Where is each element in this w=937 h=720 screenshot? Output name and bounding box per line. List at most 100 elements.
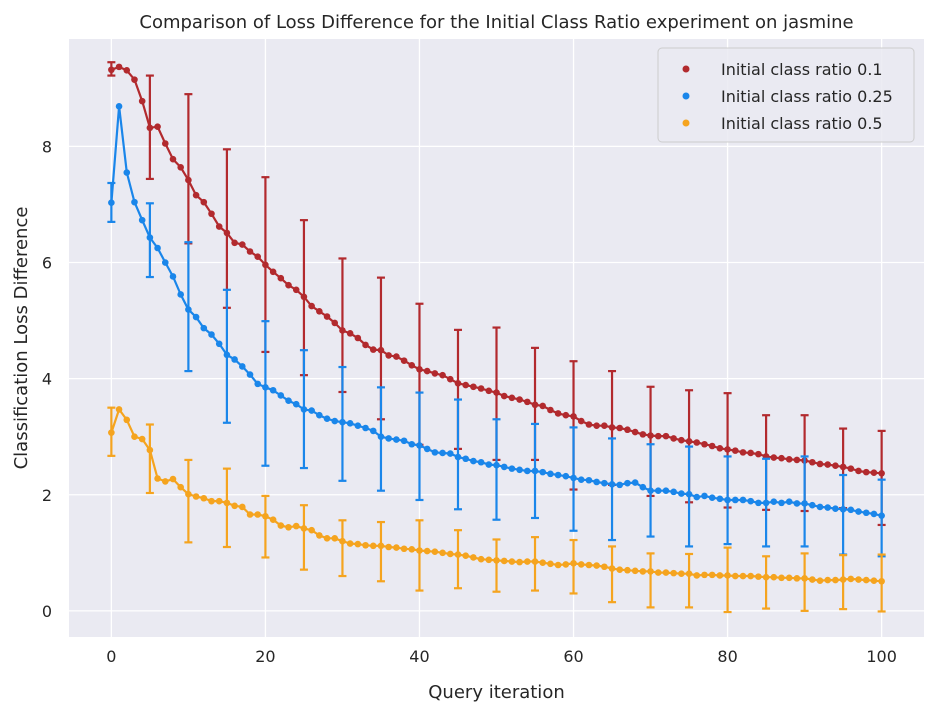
legend-label: Initial class ratio 0.5	[721, 114, 883, 133]
data-point	[508, 558, 516, 565]
data-point	[215, 340, 223, 348]
data-point	[262, 384, 269, 391]
series-2	[107, 103, 886, 558]
data-point	[839, 576, 847, 583]
x-axis-label: Query iteration	[428, 682, 564, 703]
data-point	[385, 543, 392, 551]
data-point	[200, 494, 208, 502]
data-point	[400, 357, 408, 364]
data-point	[146, 124, 154, 132]
tick-labels: 0 20 40 60 80 100 0 2 4 6 8	[42, 137, 897, 666]
data-point	[539, 468, 547, 476]
data-point	[724, 446, 731, 453]
data-point	[208, 497, 215, 505]
data-point	[616, 424, 624, 432]
data-point	[200, 324, 208, 332]
legend-items: Initial class ratio 0.1 Initial class rat…	[682, 60, 893, 133]
data-point	[161, 259, 169, 266]
data-point	[377, 346, 385, 354]
data-point	[508, 394, 516, 402]
data-point	[131, 198, 138, 206]
data-point	[731, 496, 739, 504]
series-3	[107, 406, 886, 614]
data-point	[624, 426, 631, 434]
data-point	[539, 402, 547, 410]
data-point	[785, 456, 793, 463]
data-point	[300, 525, 308, 532]
data-point	[154, 244, 161, 252]
data-point	[446, 550, 454, 558]
data-point	[215, 497, 223, 505]
data-point	[454, 453, 462, 461]
data-point	[269, 386, 277, 394]
data-point	[277, 274, 285, 282]
data-point	[824, 504, 832, 511]
data-point	[177, 291, 184, 298]
data-point	[570, 413, 577, 420]
data-point	[516, 558, 523, 566]
data-point	[485, 556, 493, 564]
data-point	[531, 401, 539, 409]
data-point	[331, 535, 339, 542]
data-point	[755, 450, 762, 458]
data-point	[185, 306, 192, 313]
data-point	[616, 481, 624, 489]
data-point	[316, 411, 323, 419]
data-point	[462, 552, 469, 560]
data-point	[470, 554, 477, 561]
y-tick-label: 8	[42, 137, 52, 156]
data-point	[855, 508, 862, 515]
data-point	[708, 442, 716, 450]
data-point	[369, 346, 377, 353]
data-point	[809, 501, 816, 509]
data-point	[577, 476, 585, 483]
data-point	[408, 440, 416, 448]
data-point	[562, 411, 570, 419]
data-point	[254, 511, 262, 518]
data-point	[362, 424, 369, 432]
data-point	[608, 424, 616, 431]
data-point	[778, 454, 785, 462]
data-point	[631, 567, 639, 575]
data-point	[446, 450, 454, 457]
data-point	[500, 392, 508, 400]
data-point	[439, 449, 446, 457]
data-point	[639, 568, 647, 575]
x-tick-label: 60	[563, 647, 583, 666]
data-point	[855, 576, 862, 583]
data-point	[223, 351, 231, 359]
data-point	[654, 487, 662, 494]
data-point	[323, 415, 331, 423]
legend-marker	[682, 92, 690, 100]
data-point	[870, 469, 878, 476]
data-point	[816, 577, 824, 584]
data-point	[339, 418, 346, 426]
x-tick-label: 40	[409, 647, 429, 666]
data-point	[308, 302, 315, 310]
x-tick-label: 20	[255, 647, 275, 666]
data-point	[778, 499, 785, 507]
data-point	[493, 557, 500, 564]
data-point	[608, 481, 616, 488]
data-point	[778, 574, 785, 582]
data-point	[524, 558, 531, 565]
y-tick-label: 4	[42, 370, 52, 389]
data-point	[624, 566, 631, 574]
data-point	[739, 496, 747, 504]
data-point	[169, 273, 177, 280]
data-point	[647, 568, 654, 575]
data-point	[670, 435, 677, 442]
data-point	[593, 478, 600, 486]
data-point	[693, 493, 701, 501]
data-point	[462, 455, 469, 463]
data-point	[285, 397, 292, 405]
data-point	[470, 457, 477, 465]
data-point	[647, 432, 654, 439]
y-axis-label: Classification Loss Difference	[11, 207, 32, 470]
data-point	[631, 479, 639, 486]
data-point	[485, 387, 493, 395]
data-point	[755, 573, 762, 580]
data-point	[393, 544, 400, 551]
data-point	[539, 559, 547, 566]
